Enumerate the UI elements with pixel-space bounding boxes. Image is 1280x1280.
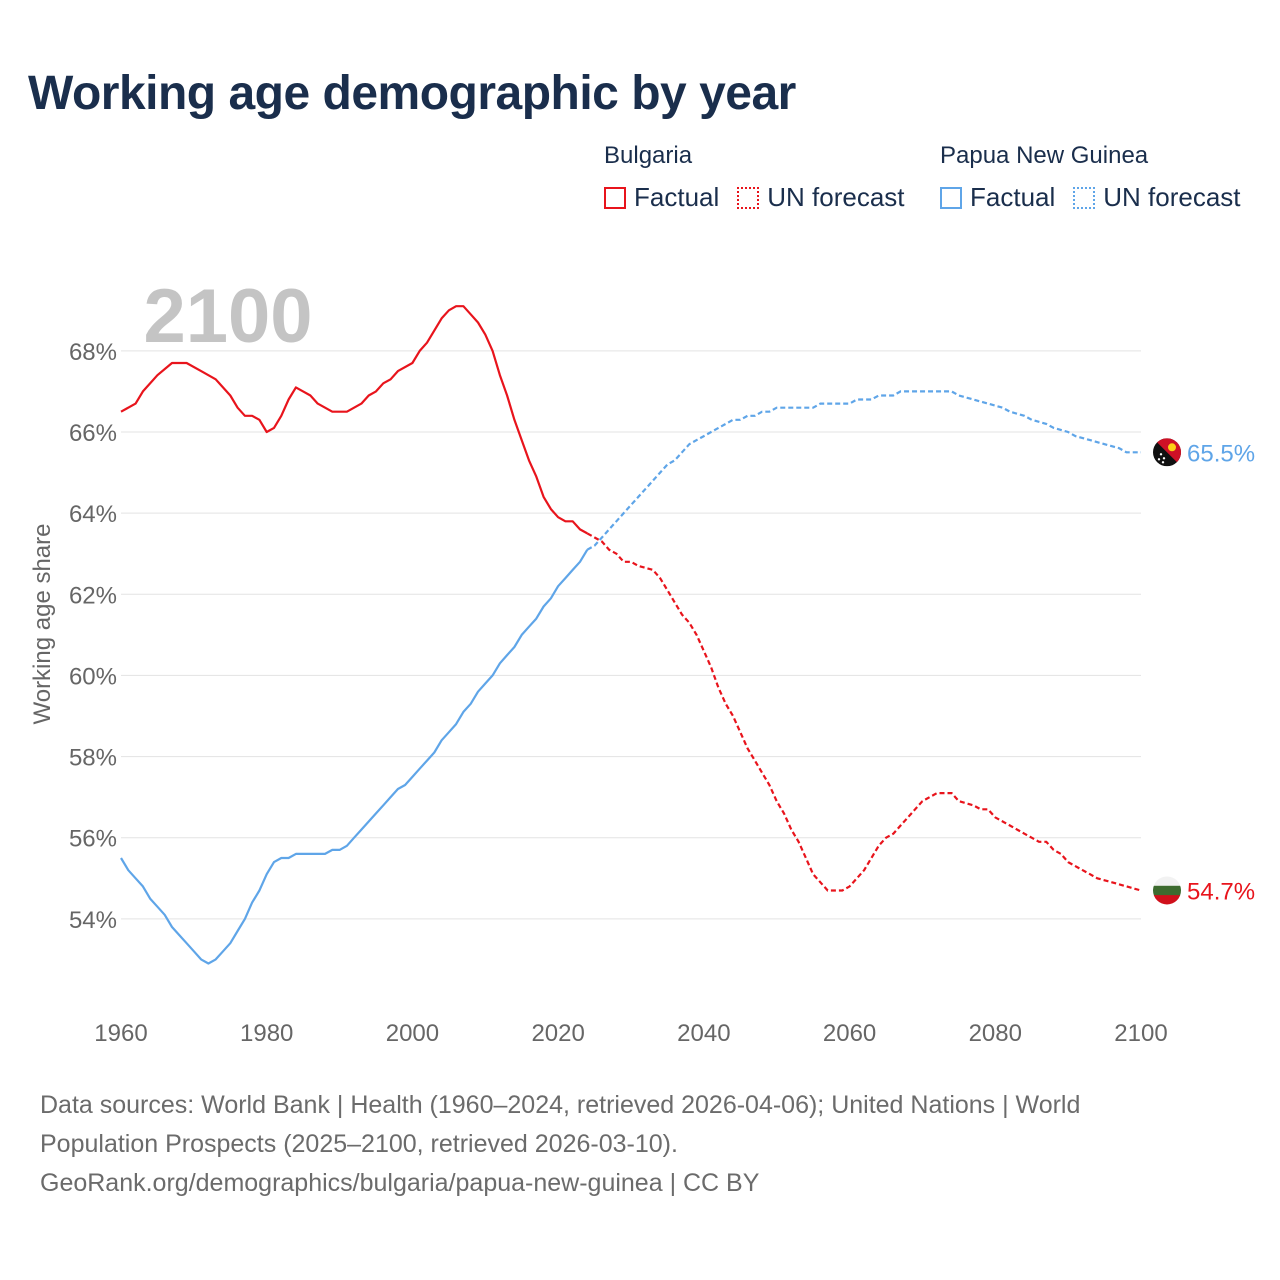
y-axis-label: Working age share — [29, 524, 56, 725]
flag-star — [1162, 457, 1166, 460]
legend-item-factual[interactable]: Factual — [940, 182, 1055, 213]
flag-bird — [1168, 443, 1176, 452]
y-axis: 54% 56% 58% 60% 62% 64% 66% 68% — [69, 339, 117, 934]
y-tick-label: 56% — [69, 826, 117, 853]
footer-source-line: Data sources: World Bank | Health (1960–… — [40, 1091, 1081, 1119]
papua-new-guinea-forecast-line — [586, 390, 1141, 551]
flag-star — [1159, 453, 1163, 456]
legend-group-papua-new-guinea: Papua New Guinea Factual UN forecast — [940, 142, 1259, 213]
legend-item-forecast[interactable]: UN forecast — [737, 182, 905, 213]
x-tick-label: 2080 — [969, 1020, 1022, 1047]
legend-country-label: Bulgaria — [604, 142, 693, 169]
legend-country-label: Papua New Guinea — [940, 142, 1149, 169]
flag-star — [1157, 458, 1161, 461]
legend-label: Factual — [970, 182, 1056, 212]
series-lines — [120, 305, 1142, 965]
legend-group-bulgaria: Bulgaria Factual UN forecast — [604, 142, 923, 213]
legend-swatch-dotted — [1073, 186, 1096, 209]
flag-stripe — [1153, 895, 1181, 905]
bulgaria-factual-line — [120, 305, 588, 535]
chart-title: Working age demographic by year — [28, 67, 796, 120]
legend-item-factual[interactable]: Factual — [604, 182, 719, 213]
year-watermark: 2100 — [143, 274, 312, 359]
x-tick-label: 1960 — [94, 1020, 147, 1047]
bulgaria-flag-icon — [1153, 876, 1181, 905]
x-tick-label: 2100 — [1114, 1020, 1167, 1047]
bulgaria-forecast-line — [586, 532, 1142, 892]
y-tick-label: 68% — [69, 339, 117, 366]
gridlines — [121, 350, 1141, 920]
legend-label: Factual — [634, 182, 720, 212]
x-tick-label: 1980 — [240, 1020, 293, 1047]
flag-stripe — [1153, 876, 1181, 887]
legend-label: UN forecast — [1103, 182, 1241, 212]
bulgaria-end-label: 54.7% — [1187, 878, 1255, 905]
line-chart: 2100 54% 56% 58% 60% 62% 64% 66% 68% 1960 1980 20… — [29, 274, 1255, 1047]
x-tick-label: 2040 — [677, 1020, 730, 1047]
footer: Data sources: World Bank | Health (1960–… — [40, 1086, 1220, 1203]
footer-attribution[interactable]: GeoRank.org/demographics/bulgaria/papua-… — [40, 1169, 760, 1197]
x-tick-label: 2060 — [823, 1020, 876, 1047]
y-tick-label: 60% — [69, 663, 117, 690]
y-tick-label: 64% — [69, 501, 117, 528]
papua-new-guinea-end-label: 65.5% — [1187, 440, 1255, 467]
legend-swatch-solid — [940, 186, 962, 209]
series-end-markers: 54.7% 65.5% — [1153, 438, 1255, 905]
x-tick-label: 2020 — [531, 1020, 584, 1047]
legend-item-forecast[interactable]: UN forecast — [1073, 182, 1241, 213]
y-tick-label: 54% — [69, 907, 117, 934]
legend-swatch-dotted — [737, 186, 760, 209]
x-tick-label: 2000 — [386, 1020, 439, 1047]
y-tick-label: 58% — [69, 745, 117, 772]
legend-swatch-solid — [604, 186, 626, 209]
flag-star — [1161, 461, 1165, 464]
footer-source-line: Population Prospects (2025–2100, retriev… — [40, 1130, 678, 1158]
papua-new-guinea-factual-line — [120, 549, 589, 965]
y-tick-label: 62% — [69, 582, 117, 609]
y-tick-label: 66% — [69, 420, 117, 447]
flag-stripe — [1153, 885, 1181, 896]
papua-new-guinea-flag-icon — [1153, 438, 1181, 467]
x-axis: 1960 1980 2000 2020 2040 2060 2080 2100 — [94, 1020, 1167, 1047]
legend-label: UN forecast — [767, 182, 905, 212]
